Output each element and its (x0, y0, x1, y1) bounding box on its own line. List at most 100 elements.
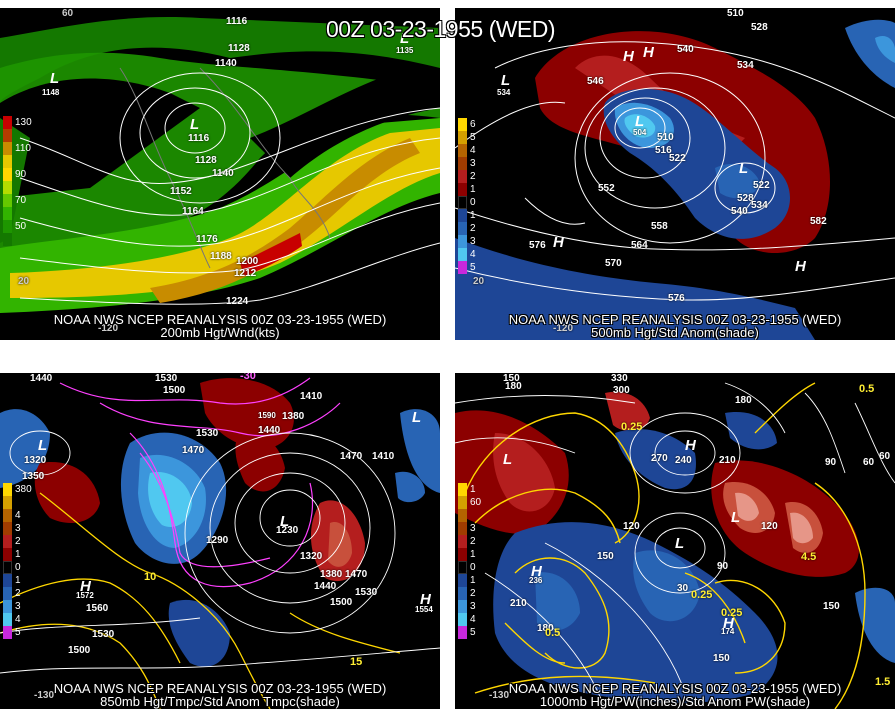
legend-label: 3 (470, 600, 476, 612)
temp-label: -30 (240, 373, 256, 382)
low-symbol: L (190, 116, 200, 133)
contour-label: 120 (623, 521, 640, 532)
legend-swatch (458, 509, 467, 522)
contour-label: 1500 (163, 385, 186, 396)
contour-label: 210 (719, 455, 736, 466)
legend-label: 1 (470, 574, 476, 586)
low-symbol: L (731, 509, 741, 526)
legend-label: 4 (470, 248, 476, 260)
legend-swatch (458, 613, 467, 626)
high-symbol: H (420, 591, 431, 608)
legend-label: 0 (470, 196, 476, 208)
legend-swatch (458, 131, 467, 144)
pw-label: 0.5 (545, 627, 561, 639)
contour-label: 1230 (276, 525, 299, 536)
legend-swatch (3, 535, 12, 548)
legend-swatch (458, 196, 467, 209)
contour-label: 150 (503, 373, 520, 384)
contour-label: 1212 (234, 268, 257, 279)
legend-label: 50 (15, 220, 27, 232)
legend-swatch (458, 587, 467, 600)
legend-label: 1 (470, 183, 476, 195)
contour-label: 1116 (226, 16, 248, 27)
contour-label: 30 (677, 583, 689, 594)
legend-label: 5 (470, 626, 476, 638)
low-symbol: L (503, 451, 513, 468)
contour-label: 552 (598, 183, 615, 194)
legend-swatch (3, 116, 12, 129)
contour-label: 522 (753, 180, 770, 191)
high-symbol: H (795, 258, 806, 275)
low-symbol: L (280, 513, 290, 530)
legend-label: 2 (15, 535, 21, 547)
legend-swatch (3, 626, 12, 639)
contour-label: 1470 (345, 569, 368, 580)
legend-swatch (458, 209, 467, 222)
contour-label: 516 (655, 145, 672, 156)
legend-1000mb: 1 60 3 2 1 0 1 2 3 4 5 (458, 483, 481, 639)
contour-label: 1188 (210, 251, 232, 262)
contour-label: 534 (751, 200, 768, 211)
pw-label: 0.25 (691, 589, 713, 601)
legend-label: 4 (470, 144, 476, 156)
contour-label: 1530 (196, 428, 219, 439)
legend-label: 0 (470, 561, 476, 573)
legend-swatch (458, 496, 467, 509)
contour-label: 1148 (42, 88, 60, 97)
legend-label: 1 (470, 209, 476, 221)
panel-850mb: 1440 1530 1500 1410 1380 1320 1350 1470 … (0, 373, 440, 709)
grid-label: 20 (473, 276, 485, 287)
legend-label: 130 (15, 116, 32, 128)
legend-label: 1 (15, 574, 21, 586)
contour-label: 180 (505, 381, 522, 392)
legend-label: 3 (470, 522, 476, 534)
contour-label: 1500 (330, 597, 353, 608)
contour-label: 510 (657, 132, 674, 143)
contour-label: 1200 (236, 256, 259, 267)
low-symbol: L (400, 30, 410, 47)
low-symbol: L (50, 70, 60, 87)
legend-swatch (3, 142, 12, 155)
high-symbol: H (685, 437, 696, 454)
contour-label: 1152 (170, 186, 192, 197)
high-symbol: H (553, 234, 564, 251)
contour-label: 1470 (340, 451, 363, 462)
legend-swatch (458, 574, 467, 587)
legend-swatch (3, 496, 12, 509)
contour-label: 1224 (226, 296, 249, 307)
temp-label: 15 (350, 656, 363, 668)
contour-label: 582 (810, 216, 827, 227)
contour-label: 1440 (30, 373, 53, 384)
legend-label: 2 (470, 170, 476, 182)
contour-label: 1176 (196, 234, 218, 245)
legend-label: 110 (15, 142, 31, 154)
legend-swatch (458, 600, 467, 613)
legend-label: 6 (470, 118, 476, 130)
contour-label: 1135 (396, 46, 414, 55)
pw-label: 1.5 (875, 676, 891, 688)
contour-label: 1530 (155, 373, 178, 384)
grid-label: -130 (489, 690, 510, 701)
contour-label: 534 (737, 60, 754, 71)
map-850mb (0, 373, 440, 709)
contour-label: 1410 (300, 391, 323, 402)
contour-label: 1350 (22, 471, 45, 482)
legend-850mb: 380 4 3 2 1 0 1 2 3 4 5 (3, 483, 32, 639)
pw-label: 4.5 (801, 551, 817, 563)
legend-label: 70 (15, 194, 27, 206)
contour-label: 60 (879, 451, 891, 462)
contour-label: 1116 (188, 133, 210, 144)
legend-swatch (3, 181, 12, 194)
legend-label: 4 (470, 613, 476, 625)
high-symbol: H (623, 48, 634, 65)
legend-swatch (458, 222, 467, 235)
pw-label: 0.5 (859, 383, 875, 395)
legend-swatch (458, 170, 467, 183)
low-symbol: L (675, 535, 685, 552)
legend-swatch (3, 613, 12, 626)
panel-caption-field: 1000mb Hgt/PW(inches)/Std Anom PW(shade) (539, 694, 811, 709)
contour-label: 270 (651, 453, 668, 464)
contour-label: 504 (633, 128, 647, 137)
panel-caption-source: NOAA NWS NCEP REANALYSIS 00Z 03-23-1955 … (508, 681, 842, 696)
contour-label: 528 (737, 193, 754, 204)
